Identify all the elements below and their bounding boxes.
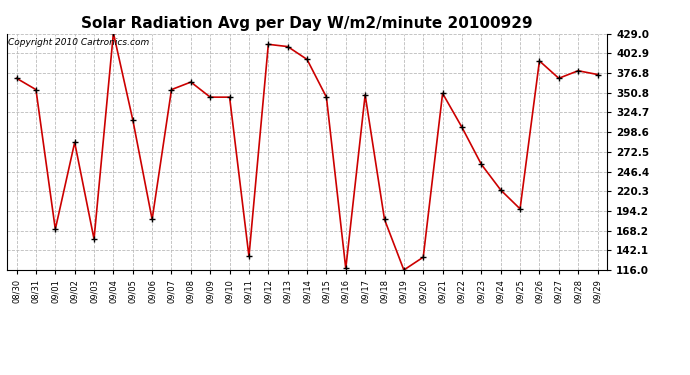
Text: Copyright 2010 Cartronics.com: Copyright 2010 Cartronics.com xyxy=(8,39,149,48)
Title: Solar Radiation Avg per Day W/m2/minute 20100929: Solar Radiation Avg per Day W/m2/minute … xyxy=(81,16,533,31)
